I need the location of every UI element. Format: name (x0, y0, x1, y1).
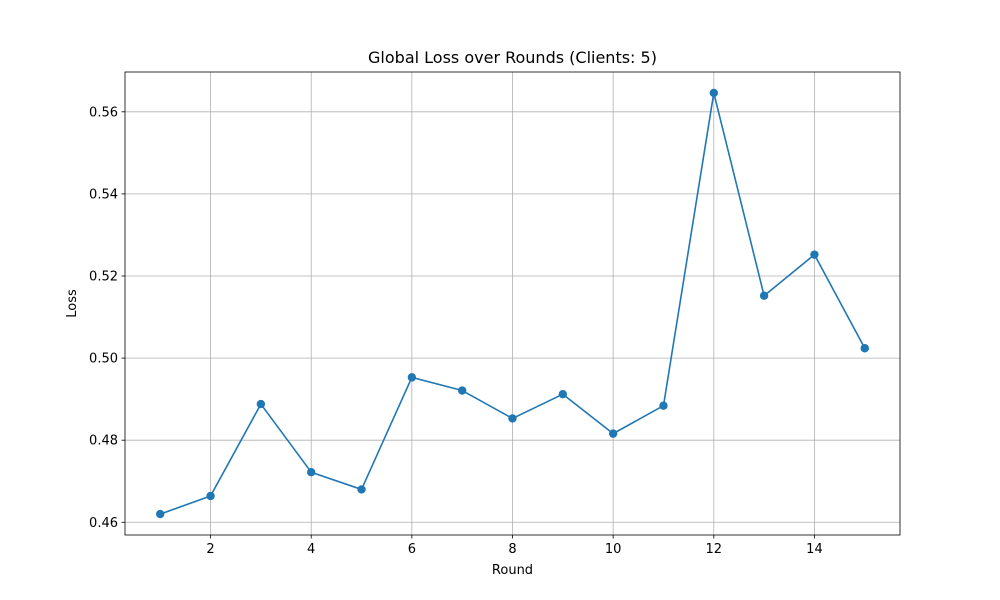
data-point (457, 386, 467, 395)
axis-ticks: 2 4 6 8 10 12 14 0.46 0.48 0.50 0.52 0.54 0.56 (89, 105, 823, 557)
grid-lines (125, 72, 900, 535)
y-tick-label: 0.54 (89, 187, 118, 202)
data-point (608, 429, 618, 438)
y-tick-label: 0.48 (89, 434, 118, 449)
data-series (156, 88, 869, 519)
data-point (357, 485, 366, 494)
x-axis-title: Round (492, 563, 533, 578)
data-point (759, 291, 769, 300)
y-tick-label: 0.46 (89, 516, 118, 531)
data-point (659, 401, 668, 410)
x-tick-label: 6 (408, 542, 416, 557)
data-point (860, 344, 869, 353)
chart-title: Global Loss over Rounds (Clients: 5) (368, 48, 657, 67)
x-tick-label: 14 (806, 542, 823, 557)
x-tick-label: 12 (706, 542, 723, 557)
data-point (206, 491, 215, 501)
data-point (709, 88, 718, 98)
y-tick-label: 0.52 (89, 269, 118, 284)
x-tick-label: 4 (307, 542, 315, 557)
data-point (558, 390, 568, 399)
x-tick-label: 8 (508, 542, 516, 557)
y-tick-label: 0.56 (89, 105, 118, 120)
data-point (407, 373, 417, 382)
data-point (810, 250, 819, 259)
y-tick-label: 0.50 (89, 352, 118, 367)
x-tick-label: 2 (206, 542, 214, 557)
data-point (256, 399, 266, 409)
y-axis-title: Loss (65, 289, 80, 318)
data-point (307, 467, 316, 477)
data-point (508, 414, 517, 423)
x-tick-label: 10 (605, 542, 622, 557)
data-point (156, 509, 165, 519)
